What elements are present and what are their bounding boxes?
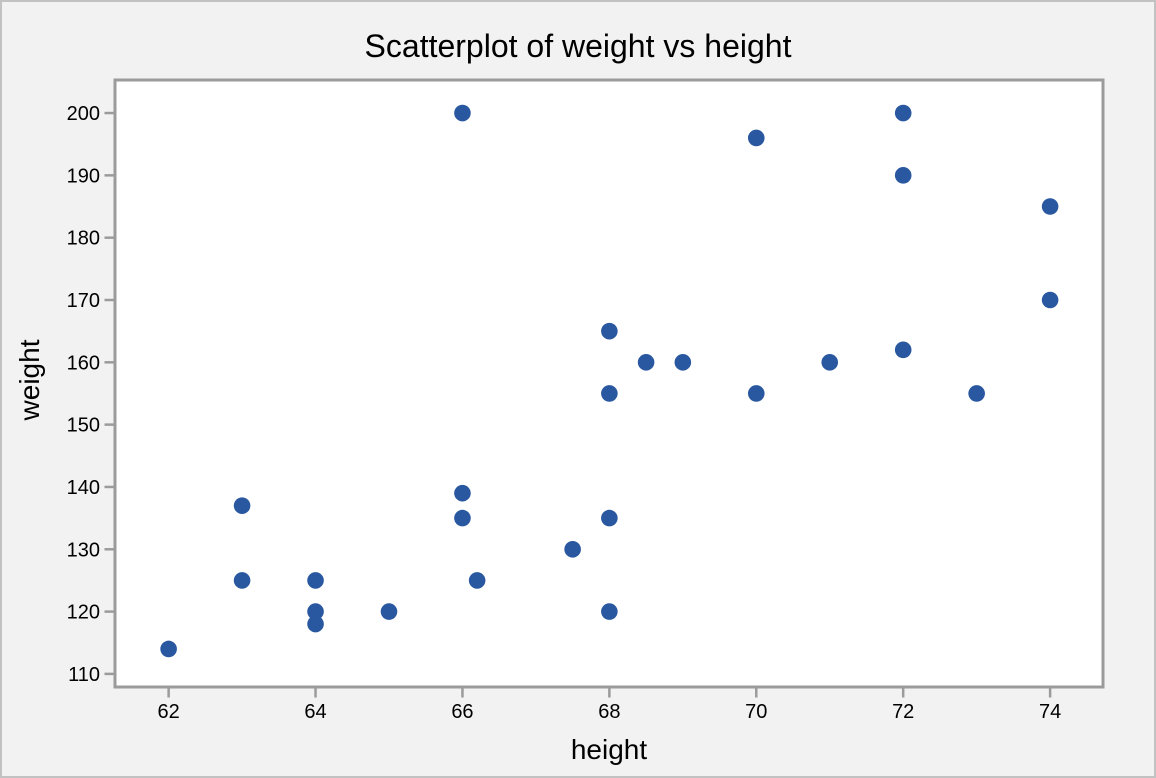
data-point <box>454 484 471 502</box>
chart-title: Scatterplot of weight vs height <box>364 28 792 64</box>
data-point <box>380 603 398 620</box>
data-point <box>747 385 765 402</box>
y-tick-label: 160 <box>67 352 100 374</box>
y-axis-label: weight <box>14 339 45 421</box>
data-point <box>307 603 324 620</box>
data-point <box>160 640 177 658</box>
data-point <box>821 354 839 371</box>
y-tick-label: 140 <box>67 477 100 499</box>
data-point <box>674 354 692 371</box>
x-axis-label: height <box>570 734 648 765</box>
y-tick-label: 200 <box>67 103 100 125</box>
y-tick-label: 120 <box>67 602 100 624</box>
data-point <box>468 572 486 589</box>
data-point <box>968 385 985 402</box>
data-point <box>601 509 618 527</box>
data-point <box>1041 291 1059 309</box>
y-tick-label: 150 <box>67 415 100 437</box>
data-point <box>894 167 912 184</box>
x-tick-label: 66 <box>451 701 473 723</box>
y-tick-label: 190 <box>67 165 100 187</box>
y-tick-label: 180 <box>67 228 100 250</box>
y-tick-label: 130 <box>67 539 100 561</box>
x-tick-label: 62 <box>157 701 179 723</box>
data-point <box>1041 198 1059 215</box>
data-point <box>233 572 251 589</box>
data-point <box>637 354 655 371</box>
x-tick-label: 70 <box>745 701 767 723</box>
x-tick-label: 64 <box>304 701 326 723</box>
data-point <box>601 603 618 620</box>
x-tick-label: 74 <box>1039 701 1061 723</box>
data-point <box>894 104 912 122</box>
data-point <box>454 104 471 122</box>
data-point <box>233 497 251 514</box>
data-point <box>454 509 471 527</box>
plot-frame <box>113 78 1105 689</box>
data-point <box>307 615 324 633</box>
y-tick-label: 170 <box>67 290 100 312</box>
x-tick-label: 72 <box>892 701 914 723</box>
data-point <box>601 322 618 340</box>
data-point <box>747 129 765 147</box>
data-point <box>894 341 912 359</box>
y-tick-label: 110 <box>68 664 100 686</box>
data-point <box>601 385 618 402</box>
data-point <box>307 572 324 589</box>
data-point <box>564 540 581 558</box>
x-tick-label: 68 <box>598 701 620 723</box>
